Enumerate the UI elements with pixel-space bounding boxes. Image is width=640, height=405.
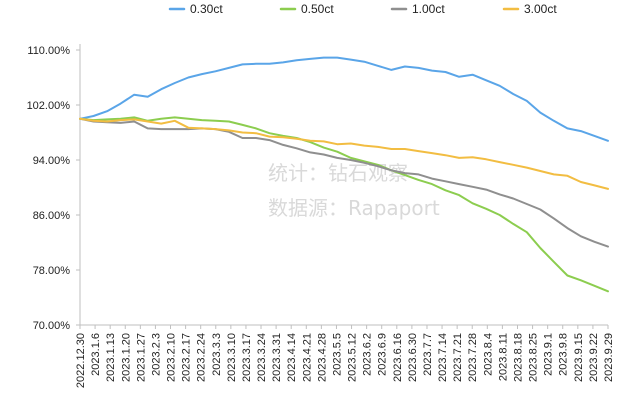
watermark-line: 统计：钻石观察 (268, 161, 408, 185)
x-tick-label: 2023.3.3 (211, 333, 223, 376)
x-tick-label: 2023.8.18 (512, 333, 524, 382)
x-tick-label: 2023.3.31 (271, 333, 283, 382)
x-tick-label: 2023.6.16 (392, 333, 404, 382)
x-tick-label: 2023.7.21 (452, 333, 464, 382)
legend-label: 1.00ct (412, 2, 445, 16)
x-tick-label: 2023.3.10 (226, 333, 238, 382)
x-tick-label: 2023.2.17 (181, 333, 193, 382)
legend-label: 0.30ct (190, 2, 223, 16)
x-tick-label: 2023.3.24 (256, 333, 268, 382)
series-line-3-00ct (79, 117, 609, 190)
x-tick-label: 2023.8.4 (482, 333, 494, 376)
x-tick-label: 2023.1.13 (105, 333, 117, 382)
x-tick-label: 2023.8.25 (528, 333, 540, 382)
x-tick-label: 2023.7.28 (467, 333, 479, 382)
x-tick-label: 2023.2.24 (196, 333, 208, 382)
x-tick-label: 2023.9.15 (573, 333, 585, 382)
x-tick-label: 2023.4.28 (316, 333, 328, 382)
series-line-0-30ct (79, 56, 609, 142)
legend: 0.30ct 0.50ct 1.00ct 3.00ct (168, 2, 557, 16)
x-tick-label: 2023.7.14 (437, 333, 449, 382)
y-tick-label: 94.00% (33, 155, 71, 167)
legend-label: 0.50ct (301, 2, 334, 16)
y-tick-label: 70.00% (33, 320, 71, 332)
x-tick-label: 2023.5.5 (331, 333, 343, 376)
watermark-line: 数据源：Rapaport (268, 196, 440, 220)
y-tick-label: 78.00% (33, 265, 71, 277)
x-axis-ticks: 2022.12.30 2023.1.6 2023.1.13 2023.1.20 2023… (75, 325, 615, 388)
y-tick-label: 110.00% (27, 45, 70, 57)
y-axis-ticks: 70.00% 78.00% 86.00% 94.00% 102.00% 110.00% (27, 45, 80, 332)
x-tick-label: 2023.6.2 (362, 333, 374, 376)
x-tick-label: 2022.12.30 (75, 333, 87, 388)
x-tick-label: 2023.8.11 (497, 333, 509, 381)
series-lines (79, 56, 609, 293)
x-tick-label: 2023.2.10 (166, 333, 178, 382)
x-tick-label: 2023.4.21 (301, 333, 313, 382)
x-tick-label: 2023.1.27 (135, 333, 147, 382)
y-tick-label: 102.00% (27, 100, 71, 112)
x-tick-label: 2023.3.17 (241, 333, 253, 382)
x-tick-label: 2023.9.29 (603, 333, 615, 382)
legend-label: 3.00ct (524, 2, 557, 16)
x-tick-label: 2023.9.1 (543, 333, 555, 376)
y-tick-label: 86.00% (33, 210, 71, 222)
x-tick-label: 2023.4.14 (286, 333, 298, 382)
x-tick-label: 2023.6.9 (377, 333, 389, 376)
x-tick-label: 2023.9.8 (558, 333, 570, 376)
x-tick-label: 2023.5.12 (347, 333, 359, 382)
series-line-1-00ct (79, 117, 609, 248)
x-tick-label: 2023.9.22 (588, 333, 600, 382)
x-tick-label: 2023.7.7 (422, 333, 434, 376)
series-line-0-50ct (79, 116, 609, 293)
x-tick-label: 2023.1.6 (90, 333, 102, 376)
axes (79, 44, 608, 326)
x-tick-label: 2023.6.30 (407, 333, 419, 382)
x-tick-label: 2023.2.3 (150, 333, 162, 376)
x-tick-label: 2023.1.20 (120, 333, 132, 382)
